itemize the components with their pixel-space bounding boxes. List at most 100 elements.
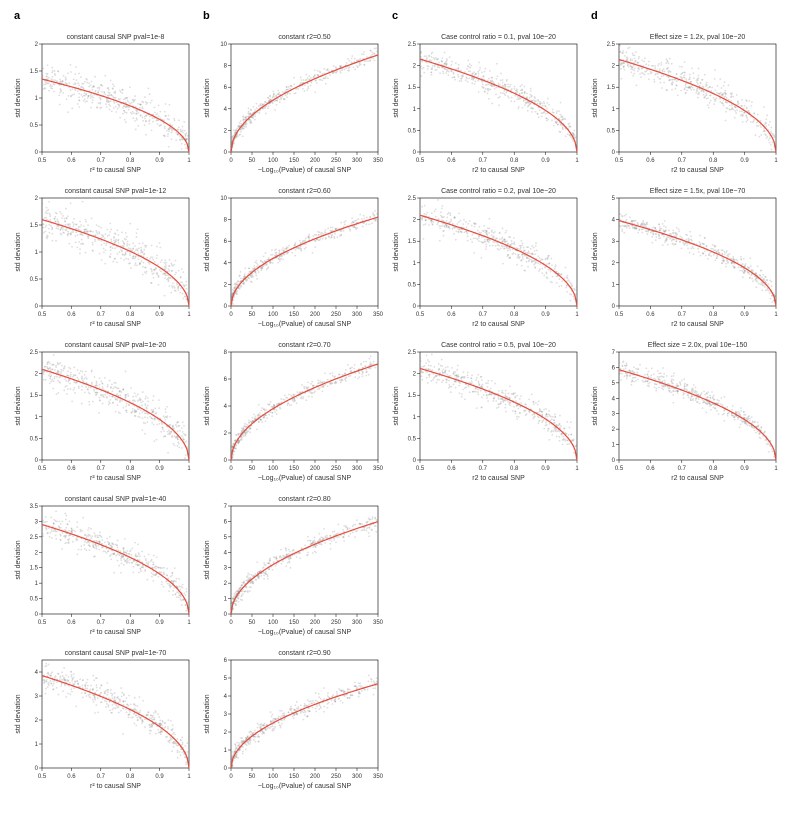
panel: constant causal SNP pval=1e-700.50.60.70… — [10, 644, 195, 794]
y-tick-label: 4 — [224, 550, 228, 556]
y-tick-label: 1 — [35, 250, 39, 256]
y-tick-label: 0 — [224, 150, 228, 156]
x-tick-label: 0.5 — [38, 774, 47, 780]
x-axis-label: r2 to causal SNP — [671, 321, 724, 328]
x-tick-label: 150 — [289, 774, 300, 780]
x-axis-label: −Log₁₀(Pvalue) of causal SNP — [258, 167, 352, 174]
x-tick-label: 350 — [373, 774, 384, 780]
x-tick-label: 300 — [352, 466, 363, 472]
chart-panel: Effect size = 1.5x, pval 10e−700.50.60.7… — [587, 182, 782, 332]
x-tick-label: 0.5 — [38, 312, 47, 318]
x-tick-label: 0.7 — [678, 466, 687, 472]
x-tick-label: 0.7 — [479, 158, 488, 164]
chart-panel: constant causal SNP pval=1e-80.50.60.70.… — [10, 28, 195, 178]
y-axis-label: std deviation — [204, 78, 211, 117]
y-tick-label: 4 — [224, 694, 228, 700]
y-tick-label: 2 — [35, 372, 39, 378]
panel-title: constant causal SNP pval=1e-70 — [65, 650, 167, 657]
scatter-points — [41, 354, 190, 459]
panel: Effect size = 1.5x, pval 10e−700.50.60.7… — [587, 182, 782, 332]
panel: Case control ratio = 0.1, pval 10e−200.5… — [388, 28, 583, 178]
y-tick-label: 2.5 — [408, 42, 417, 48]
x-tick-label: 0.7 — [678, 312, 687, 318]
x-tick-label: 0 — [229, 466, 233, 472]
x-tick-label: 0.8 — [510, 158, 519, 164]
y-tick-label: 1 — [413, 415, 417, 421]
y-tick-label: 2 — [224, 581, 228, 587]
x-tick-label: 300 — [352, 774, 363, 780]
scatter-points — [230, 674, 378, 768]
fit-line — [619, 370, 776, 460]
y-tick-label: 3 — [224, 712, 228, 718]
x-tick-label: 200 — [310, 774, 321, 780]
x-axis-label: r2 to causal SNP — [472, 475, 525, 482]
x-tick-label: 0.9 — [740, 158, 749, 164]
y-tick-label: 0 — [224, 612, 228, 618]
y-tick-label: 0 — [612, 304, 616, 310]
y-tick-label: 2 — [612, 427, 616, 433]
panel-title: constant causal SNP pval=1e-8 — [67, 34, 165, 41]
x-tick-label: 100 — [268, 158, 279, 164]
panel: constant r2=0.60050100150200250300350024… — [199, 182, 384, 332]
panel: constant r2=0.70050100150200250300350024… — [199, 336, 384, 486]
x-tick-label: 350 — [373, 158, 384, 164]
x-tick-label: 1 — [575, 158, 579, 164]
fit-line — [42, 79, 189, 152]
y-axis-label: std deviation — [15, 386, 22, 425]
y-tick-label: 4 — [35, 670, 39, 676]
panel: Effect size = 2.0x, pval 10e−1500.50.60.… — [587, 336, 782, 486]
x-tick-label: 200 — [310, 620, 321, 626]
column-label: a — [10, 10, 195, 24]
x-tick-label: 250 — [331, 466, 342, 472]
x-tick-label: 0.8 — [126, 620, 135, 626]
x-tick-label: 150 — [289, 158, 300, 164]
x-tick-label: 1 — [774, 466, 778, 472]
x-tick-label: 250 — [331, 158, 342, 164]
x-tick-label: 0.6 — [447, 158, 456, 164]
x-tick-label: 0.6 — [67, 158, 76, 164]
y-tick-label: 1.5 — [408, 85, 417, 91]
column-c: cCase control ratio = 0.1, pval 10e−200.… — [388, 10, 583, 794]
y-tick-label: 0.5 — [30, 597, 39, 603]
x-tick-label: 0.5 — [615, 312, 624, 318]
x-axis-label: r2 to causal SNP — [472, 167, 525, 174]
scatter-points — [41, 201, 190, 301]
x-tick-label: 100 — [268, 774, 279, 780]
x-tick-label: 1 — [774, 312, 778, 318]
x-axis-label: −Log₁₀(Pvalue) of causal SNP — [258, 783, 352, 790]
y-tick-label: 6 — [224, 377, 228, 383]
chart-panel: constant causal SNP pval=1e-400.50.60.70… — [10, 490, 195, 640]
y-tick-label: 0.5 — [30, 123, 39, 129]
x-tick-label: 0 — [229, 774, 233, 780]
x-tick-label: 0.6 — [67, 312, 76, 318]
y-tick-label: 2.5 — [408, 196, 417, 202]
y-tick-label: 6 — [224, 519, 228, 525]
x-tick-label: 0.5 — [615, 466, 624, 472]
scatter-points — [419, 51, 577, 146]
y-tick-label: 5 — [612, 196, 616, 202]
x-tick-label: 300 — [352, 312, 363, 318]
x-tick-label: 200 — [310, 312, 321, 318]
fit-line — [231, 522, 378, 614]
y-tick-label: 0 — [35, 150, 39, 156]
x-tick-label: 300 — [352, 620, 363, 626]
y-tick-label: 1.5 — [408, 239, 417, 245]
x-tick-label: 300 — [352, 158, 363, 164]
chart-panel: constant r2=0.60050100150200250300350024… — [199, 182, 384, 332]
scatter-points — [230, 516, 379, 614]
panel-title: constant causal SNP pval=1e-20 — [65, 342, 167, 349]
x-tick-label: 0.7 — [97, 312, 106, 318]
x-tick-label: 0.6 — [646, 312, 655, 318]
x-axis-label: r² to causal SNP — [90, 321, 141, 328]
chart-panel: constant r2=0.90050100150200250300350012… — [199, 644, 384, 794]
x-tick-label: 1 — [774, 158, 778, 164]
x-tick-label: 150 — [289, 466, 300, 472]
column-b: bconstant r2=0.5005010015020025030035002… — [199, 10, 384, 794]
fit-line — [619, 221, 776, 306]
y-tick-label: 0.5 — [607, 128, 616, 134]
x-tick-label: 250 — [331, 312, 342, 318]
x-tick-label: 0.9 — [541, 312, 550, 318]
chart-panel: Case control ratio = 0.1, pval 10e−200.5… — [388, 28, 583, 178]
x-tick-label: 1 — [187, 774, 191, 780]
panel: constant r2=0.50050100150200250300350024… — [199, 28, 384, 178]
